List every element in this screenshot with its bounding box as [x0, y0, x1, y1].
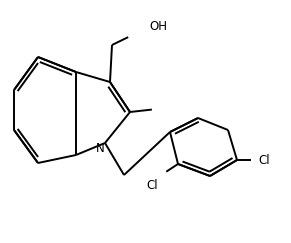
Text: OH: OH	[149, 20, 167, 34]
Text: Cl: Cl	[258, 154, 270, 166]
Text: Cl: Cl	[146, 179, 158, 191]
Text: N: N	[96, 141, 104, 155]
